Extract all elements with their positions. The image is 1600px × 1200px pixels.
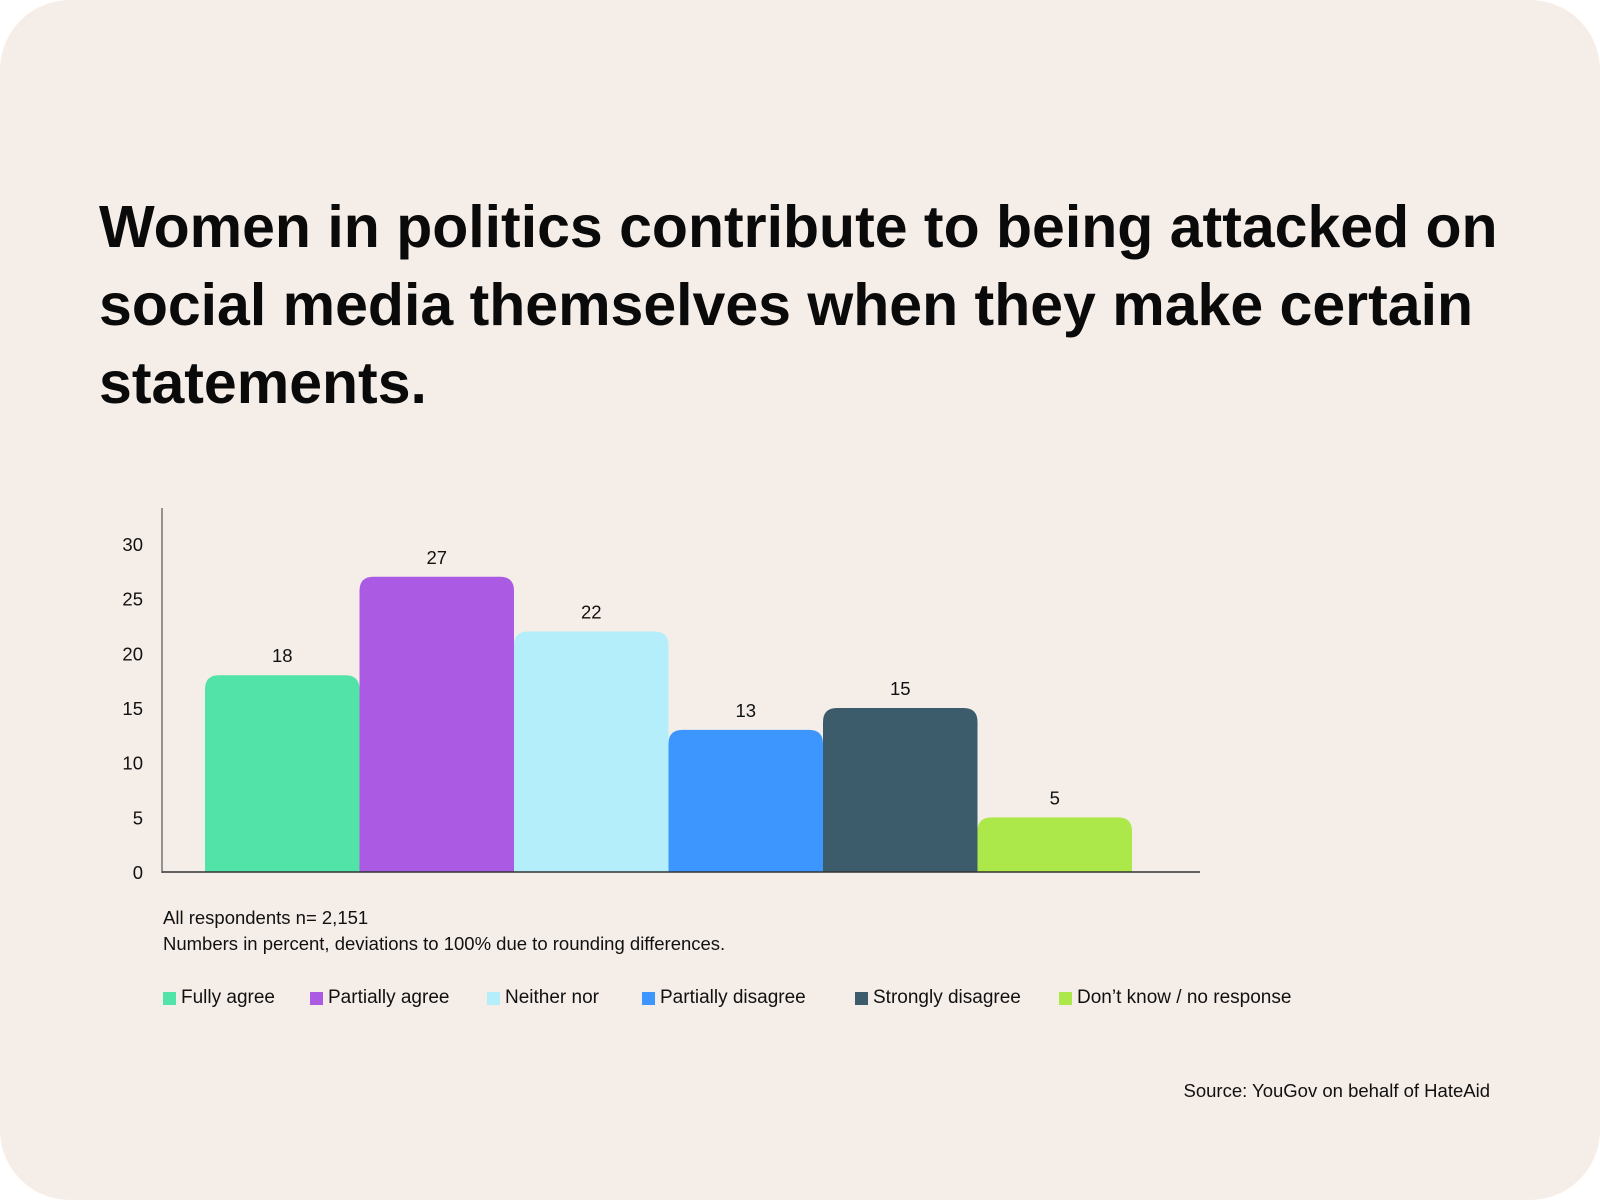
bar xyxy=(977,817,1132,872)
bar xyxy=(514,631,669,872)
legend-label: Partially agree xyxy=(328,987,450,1008)
bar-value-label: 27 xyxy=(426,547,447,568)
bar xyxy=(205,675,360,872)
y-tick-label: 10 xyxy=(122,753,143,774)
bar-value-label: 18 xyxy=(272,645,293,666)
legend-swatch xyxy=(855,991,868,1005)
bar-value-label: 22 xyxy=(581,601,602,622)
legend-item: Partially agree xyxy=(310,985,449,1011)
legend-label: Don’t know / no response xyxy=(1077,987,1292,1008)
legend-swatch xyxy=(163,991,176,1005)
legend-item: Strongly disagree xyxy=(855,985,1021,1011)
legend-label: Strongly disagree xyxy=(873,987,1021,1008)
legend-item: Partially disagree xyxy=(642,985,806,1011)
bar xyxy=(359,576,514,872)
legend-swatch xyxy=(310,991,323,1005)
legend-item: Fully agree xyxy=(163,985,275,1011)
percent-note: Numbers in percent, deviations to 100% d… xyxy=(163,933,726,954)
y-tick-label: 0 xyxy=(133,862,143,883)
bar-value-label: 5 xyxy=(1050,787,1060,808)
source-note: Source: YouGov on behalf of HateAid xyxy=(1183,1080,1491,1101)
legend-item: Don’t know / no response xyxy=(1059,985,1291,1011)
legend-label: Neither nor xyxy=(505,987,599,1008)
legend-swatch xyxy=(487,991,500,1005)
y-tick-label: 25 xyxy=(122,589,143,610)
y-tick-label: 15 xyxy=(122,698,143,719)
y-tick-label: 20 xyxy=(122,643,143,664)
legend-label: Fully agree xyxy=(181,987,275,1008)
y-tick-label: 5 xyxy=(133,807,143,828)
bar xyxy=(668,729,823,872)
legend-label: Partially disagree xyxy=(660,987,806,1008)
legend-swatch xyxy=(642,991,655,1005)
bar xyxy=(823,708,978,872)
y-tick-label: 30 xyxy=(122,534,143,555)
chart-legend: Fully agree Partially agree Neither nor Par… xyxy=(163,985,1563,1011)
chart-title: Women in politics contribute to being at… xyxy=(99,194,1498,416)
legend-item: Neither nor xyxy=(487,985,599,1011)
bar-value-label: 13 xyxy=(735,700,756,721)
respondents-note: All respondents n= 2,151 xyxy=(163,907,369,928)
legend-swatch xyxy=(1059,991,1072,1005)
bar-value-label: 15 xyxy=(890,678,911,699)
